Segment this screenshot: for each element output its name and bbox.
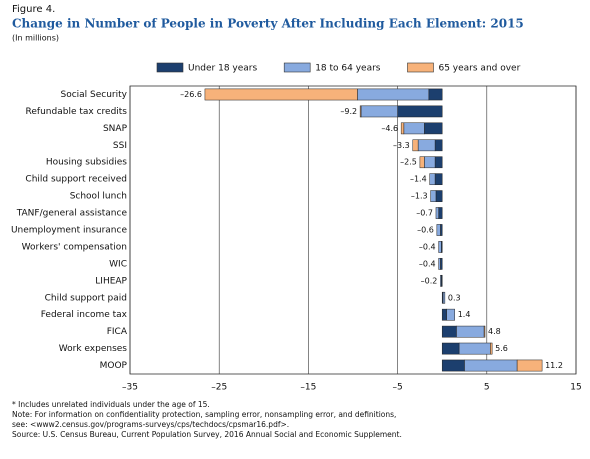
- y-tick-label: Child support paid: [45, 293, 127, 303]
- bar-segment: [516, 359, 543, 372]
- total-label: –9.2: [340, 107, 357, 116]
- total-label: 4.8: [488, 327, 501, 336]
- figure-label: Figure 4.: [12, 4, 55, 15]
- x-tick-label: –5: [392, 383, 402, 393]
- total-label: –0.2: [421, 276, 438, 285]
- bar-segment: [400, 122, 405, 135]
- bar-segment: [441, 342, 460, 355]
- bar-segment: [435, 207, 439, 219]
- total-label: –26.6: [180, 90, 202, 99]
- bar-segment: [438, 258, 441, 270]
- y-tick-label: LIHEAP: [95, 276, 127, 286]
- total-label: –2.5: [400, 158, 417, 167]
- bar-segment: [436, 224, 441, 236]
- bar-segment: [483, 325, 486, 338]
- total-label: –0.4: [419, 259, 436, 268]
- bar-segment: [428, 88, 443, 101]
- total-label: 5.6: [495, 344, 508, 353]
- y-tick-label: WIC: [109, 259, 127, 269]
- bar-segment: [441, 308, 447, 321]
- bar-segment: [440, 274, 442, 287]
- y-tick-label: Housing subsidies: [46, 158, 127, 168]
- total-label: 0.3: [448, 293, 461, 302]
- y-tick-label: Workers' compensation: [22, 242, 127, 252]
- bar-segment: [424, 156, 436, 169]
- y-tick-label: SSI: [113, 141, 127, 151]
- legend-label: Under 18 years: [188, 64, 257, 74]
- y-tick-label: Social Security: [60, 90, 127, 100]
- total-label: –1.4: [410, 175, 427, 184]
- total-label: –0.7: [416, 209, 433, 218]
- bar-segment: [397, 105, 443, 118]
- bar-segment: [438, 207, 443, 219]
- y-tick-label: School lunch: [70, 192, 127, 202]
- y-tick-label: Child support received: [25, 175, 127, 185]
- bar-segment: [458, 342, 491, 355]
- y-tick-label: TANF/general assistance: [16, 209, 128, 219]
- y-tick-label: SNAP: [103, 124, 128, 134]
- bar-segment: [464, 359, 518, 372]
- y-tick-label: Federal income tax: [41, 310, 128, 320]
- bar-segment: [441, 325, 457, 338]
- x-tick-label: 5: [484, 383, 490, 393]
- y-tick-label: MOOP: [100, 361, 128, 371]
- bar-segment: [204, 88, 358, 101]
- footnote: Source: U.S. Census Bureau, Current Popu…: [12, 430, 402, 439]
- footnote: * Includes unrelated individuals under t…: [12, 400, 210, 409]
- bar-segment: [438, 241, 442, 253]
- footnote: see: <www2.census.gov/programs-surveys/c…: [12, 420, 289, 429]
- bar-segment: [417, 139, 436, 152]
- legend-swatch: [156, 62, 184, 73]
- y-tick-label: FICA: [107, 327, 128, 337]
- bar-segment: [357, 88, 430, 101]
- bar-segment: [446, 308, 455, 321]
- bar-segment: [424, 122, 443, 135]
- legend-label: 18 to 64 years: [315, 64, 381, 74]
- total-label: 1.4: [458, 310, 471, 319]
- x-tick-label: 15: [570, 383, 581, 393]
- bar-segment: [360, 105, 398, 118]
- x-tick-label: –15: [300, 383, 316, 393]
- legend-label: 65 years and over: [438, 64, 520, 74]
- bar-segment: [434, 139, 443, 152]
- bar-segment: [429, 173, 436, 186]
- bar-segment: [403, 122, 425, 135]
- chart-title: Change in Number of People in Poverty Af…: [12, 17, 524, 31]
- bar-segment: [435, 190, 443, 202]
- bar-segment: [430, 190, 437, 202]
- bar-segment: [434, 156, 443, 169]
- bar-segment: [419, 156, 425, 169]
- bar-segment: [442, 291, 446, 304]
- legend-swatch: [407, 62, 434, 73]
- total-label: –4.6: [381, 124, 398, 133]
- bar-segment: [440, 258, 443, 270]
- y-tick-label: Work expenses: [59, 344, 128, 354]
- bar-segment: [412, 139, 419, 152]
- y-tick-label: Unemployment insurance: [11, 226, 128, 236]
- bar-segment: [434, 173, 443, 186]
- total-label: –0.4: [419, 242, 436, 251]
- bar-segment: [441, 359, 465, 372]
- y-tick-label: Refundable tax credits: [26, 107, 128, 117]
- bar-segment: [359, 105, 362, 118]
- bar-segment: [440, 224, 443, 236]
- legend-swatch: [283, 62, 311, 73]
- total-label: 11.2: [545, 361, 563, 370]
- total-label: –3.3: [393, 141, 410, 150]
- total-label: –0.6: [417, 226, 434, 235]
- plot-frame: [129, 85, 577, 375]
- bar-segment: [456, 325, 485, 338]
- bar-segment: [490, 342, 493, 355]
- x-tick-label: –25: [211, 383, 227, 393]
- total-label: –1.3: [411, 192, 428, 201]
- footnote: Note: For information on confidentiality…: [12, 410, 396, 419]
- x-tick-label: –35: [122, 383, 138, 393]
- chart-subtitle: (In millions): [12, 34, 59, 43]
